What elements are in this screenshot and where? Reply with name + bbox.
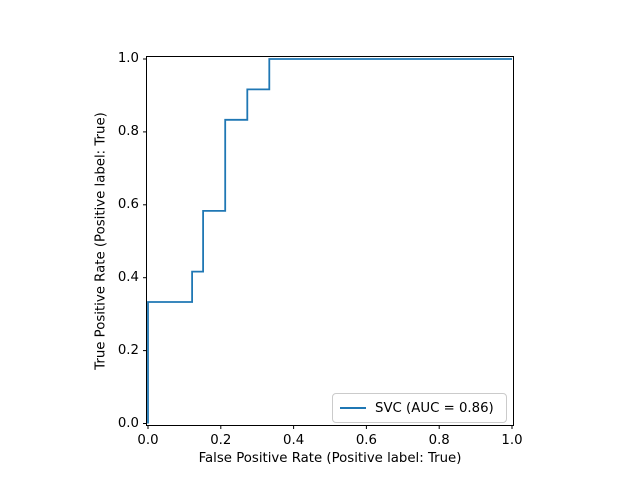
y-tick-label: 0.4 bbox=[117, 269, 139, 285]
x-tick-label: 1.0 bbox=[501, 433, 523, 448]
axes-frame bbox=[146, 56, 514, 426]
x-tick-label: 0.2 bbox=[210, 433, 232, 448]
x-axis-label: False Positive Rate (Positive label: Tru… bbox=[198, 451, 462, 466]
y-tick-label: 0.2 bbox=[117, 342, 139, 358]
legend-label: SVC (AUC = 0.86) bbox=[375, 400, 494, 416]
tick-marks bbox=[143, 58, 513, 429]
y-axis-label: True Positive Rate (Positive label: True… bbox=[93, 112, 109, 370]
y-tick-label: 0.8 bbox=[117, 123, 139, 139]
roc-curve-line bbox=[147, 58, 512, 424]
x-tick-label: 0.6 bbox=[355, 433, 377, 448]
y-tick-label: 0.6 bbox=[117, 196, 139, 212]
x-tick-label: 0.4 bbox=[283, 433, 305, 448]
y-tick-label: 0.0 bbox=[117, 415, 139, 431]
x-tick-label: 0.8 bbox=[428, 433, 450, 448]
legend: SVC (AUC = 0.86) bbox=[332, 393, 507, 423]
legend-line-sample bbox=[340, 407, 366, 409]
y-tick-label: 1.0 bbox=[117, 51, 139, 66]
x-tick-label: 0.0 bbox=[137, 433, 159, 448]
